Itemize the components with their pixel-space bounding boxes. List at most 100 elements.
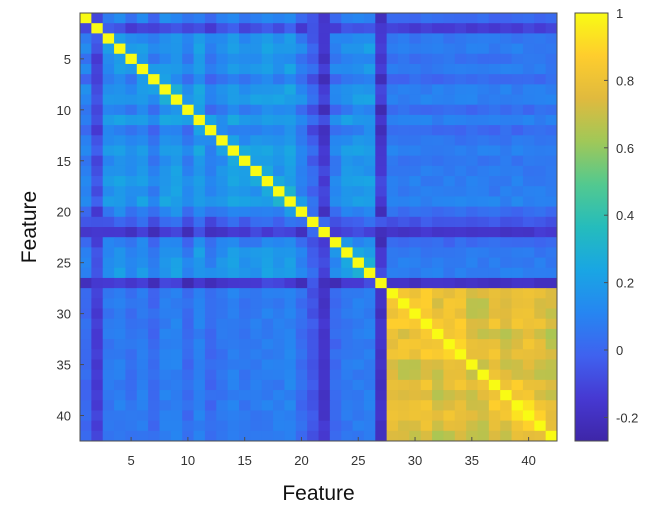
heatmap-cell (545, 13, 558, 24)
heatmap-cell (170, 33, 183, 45)
heatmap-cell (363, 318, 376, 330)
heatmap-cell (534, 74, 547, 85)
heatmap-cell (398, 267, 410, 279)
heatmap-cell (500, 155, 513, 167)
heatmap-cell (488, 420, 501, 432)
heatmap-cell (420, 13, 433, 24)
heatmap-cell (148, 23, 160, 34)
heatmap-cell (398, 63, 410, 75)
heatmap-cell (363, 237, 376, 248)
heatmap-cell (216, 328, 229, 340)
heatmap-cell (522, 176, 535, 187)
heatmap-cell (193, 216, 206, 228)
heatmap-cell (193, 206, 206, 218)
colorbar-ticks: -0.200.20.40.60.81 (604, 6, 638, 425)
heatmap-cell (466, 420, 478, 432)
heatmap-cell (545, 257, 558, 269)
heatmap-cell (182, 104, 195, 116)
heatmap-cell (386, 63, 399, 75)
heatmap-cell (148, 328, 160, 340)
heatmap-cell (114, 247, 126, 259)
heatmap-cell (307, 308, 319, 320)
heatmap-cell (454, 145, 467, 157)
heatmap-cell (136, 155, 149, 167)
heatmap-cell (182, 13, 195, 24)
heatmap-cell (125, 145, 138, 157)
heatmap-cell (261, 257, 274, 269)
heatmap-cell (352, 196, 365, 208)
heatmap-cell (432, 339, 444, 350)
heatmap-cell (91, 410, 104, 422)
heatmap-cell (500, 237, 513, 248)
heatmap-cell (488, 94, 501, 106)
heatmap-cell (273, 165, 285, 177)
heatmap-cell (170, 328, 183, 340)
heatmap-cell (102, 13, 115, 24)
heatmap-cell (125, 104, 138, 116)
heatmap-cell (102, 186, 115, 197)
heatmap-cell (182, 237, 195, 248)
heatmap-cell (125, 53, 138, 65)
y-tick-label: 25 (57, 256, 71, 271)
heatmap-cell (227, 84, 240, 96)
heatmap-cell (250, 359, 263, 371)
heatmap-cell (284, 318, 297, 330)
heatmap-cell (443, 257, 456, 269)
heatmap-cell (307, 277, 319, 289)
heatmap-cell (386, 237, 399, 248)
heatmap-cell (80, 155, 92, 167)
heatmap-cell (363, 227, 376, 238)
heatmap-cell (136, 420, 149, 432)
heatmap-cell (204, 379, 217, 391)
heatmap-cell (80, 114, 92, 126)
heatmap-cell (534, 298, 547, 310)
heatmap-cell (102, 430, 115, 442)
heatmap-cell (477, 390, 490, 401)
heatmap-cell (227, 298, 240, 310)
heatmap-cell (284, 216, 297, 228)
heatmap-cell (239, 186, 251, 197)
heatmap-cell (488, 196, 501, 208)
heatmap-cell (466, 318, 478, 330)
heatmap-cell (386, 74, 399, 85)
heatmap-cell (216, 359, 229, 371)
heatmap-cell (466, 125, 478, 136)
heatmap-cell (409, 33, 422, 45)
heatmap-cell (352, 308, 365, 320)
heatmap-cell (534, 349, 547, 360)
heatmap-cell (329, 379, 342, 391)
heatmap-cell (329, 369, 342, 381)
heatmap-cell (250, 145, 263, 157)
heatmap-cell (295, 196, 308, 208)
heatmap-cell (170, 288, 183, 299)
heatmap-cell (284, 155, 297, 167)
heatmap-cell (239, 267, 251, 279)
heatmap-cell (114, 13, 126, 24)
heatmap-cell (250, 308, 263, 320)
heatmap-cell (352, 328, 365, 340)
heatmap-cell (148, 13, 160, 24)
heatmap-cell (454, 390, 467, 401)
heatmap-cell (341, 308, 354, 320)
heatmap-cell (148, 216, 160, 228)
heatmap-cell (500, 206, 513, 218)
heatmap-cell (80, 267, 92, 279)
heatmap-cell (193, 400, 206, 411)
heatmap-cell (295, 379, 308, 391)
heatmap-cell (488, 237, 501, 248)
heatmap-cell (443, 196, 456, 208)
heatmap-cell (204, 257, 217, 269)
heatmap-cell (363, 257, 376, 269)
heatmap-cell (204, 196, 217, 208)
heatmap-cell (136, 125, 149, 136)
heatmap-cell (148, 63, 160, 75)
heatmap-cell (125, 298, 138, 310)
heatmap-cell (261, 430, 274, 442)
heatmap-cell (420, 74, 433, 85)
heatmap-cell (409, 176, 422, 187)
heatmap-cell (341, 298, 354, 310)
heatmap-cell (159, 400, 172, 411)
heatmap-cell (534, 369, 547, 381)
heatmap-cell (136, 318, 149, 330)
heatmap-cell (454, 298, 467, 310)
